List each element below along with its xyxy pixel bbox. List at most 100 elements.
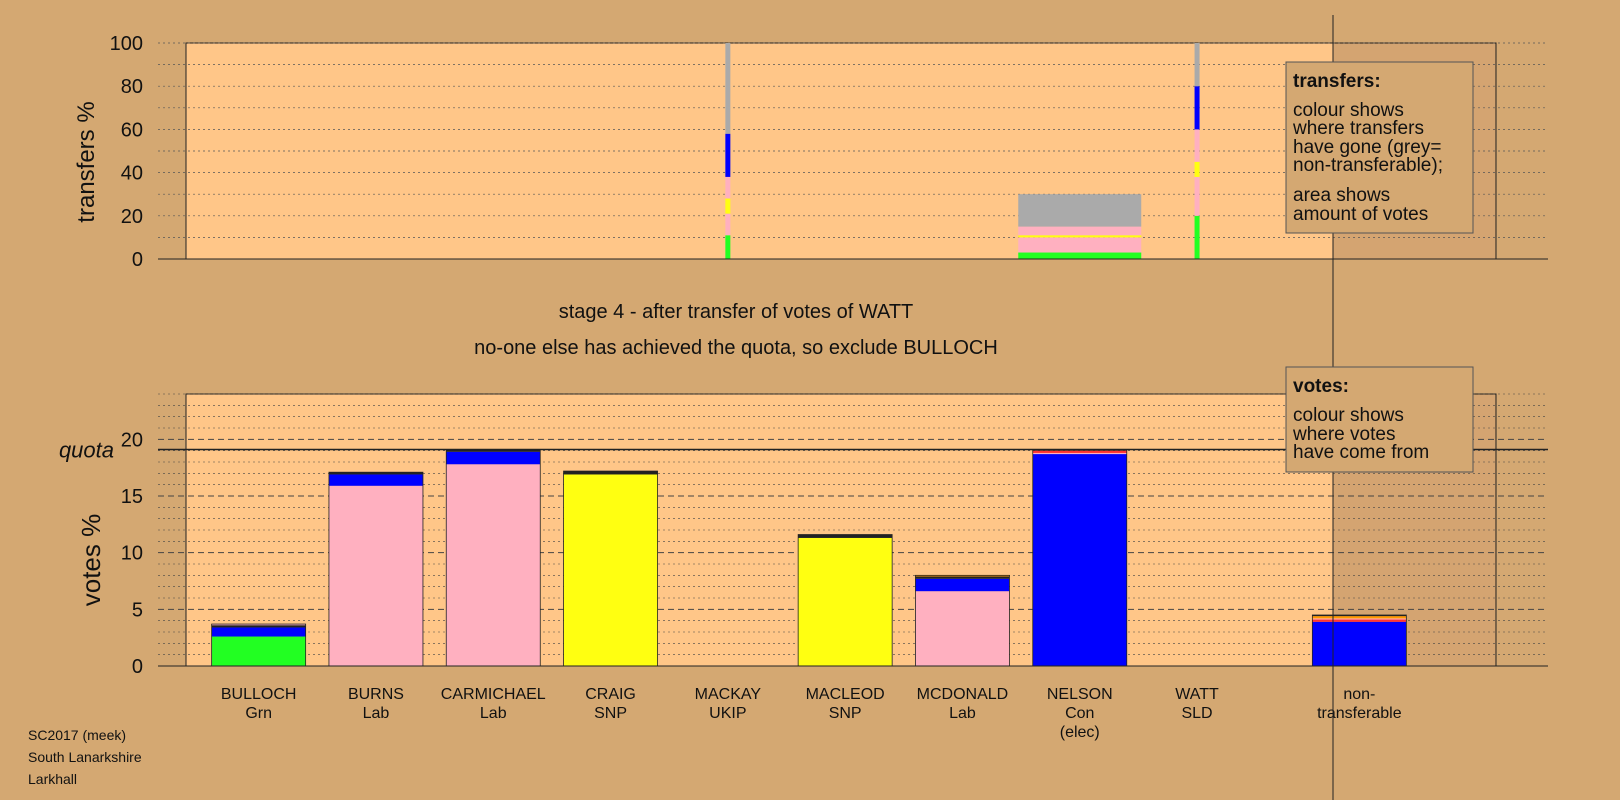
transfer-segment [725, 235, 731, 259]
transfer-segment [725, 43, 731, 134]
vote-segment [798, 534, 893, 538]
x-tick-sublabel: Lab [363, 705, 390, 722]
y-tick-label: 15 [121, 486, 143, 508]
vote-segment [211, 625, 306, 628]
legend-votes: votes: colour shows where votes have com… [1285, 366, 1474, 473]
footer-line: SC2017 (meek) [28, 727, 126, 743]
footer-line: South Lanarkshire [28, 749, 142, 765]
stage-title: stage 4 - after transfer of votes of WAT… [559, 301, 914, 323]
x-tick-label: MCDONALD [917, 686, 1009, 703]
x-tick-sublabel: SNP [594, 705, 627, 722]
x-tick-label: non- [1343, 686, 1375, 703]
legend-transfers-title: transfers: [1293, 71, 1381, 92]
x-tick-sublabel: Grn [245, 705, 272, 722]
vote-segment [446, 464, 541, 666]
transfer-segment [725, 176, 731, 199]
vote-segment [211, 624, 306, 626]
y-tick-label: 10 [121, 543, 143, 565]
votes-y-ticks: 0 5 10 15 20 [121, 429, 143, 678]
transfers-grid [158, 42, 1548, 238]
legend-votes-line: where votes [1292, 424, 1395, 445]
vote-segment [1032, 452, 1127, 455]
legend-transfers-line: have gone (grey= [1293, 137, 1441, 158]
transfer-segment [1194, 43, 1200, 87]
votes-bars [211, 449, 1407, 667]
legend-transfers-line: amount of votes [1293, 204, 1428, 225]
transfers-y-label: transfers % [73, 101, 100, 222]
vote-segment [446, 451, 541, 465]
x-tick-sublabel: Lab [949, 705, 976, 722]
transfers-y-ticks: 0 20 40 60 80 100 [110, 33, 143, 271]
vote-segment [328, 485, 423, 666]
vote-segment [1312, 619, 1407, 622]
footer: SC2017 (meek) South Lanarkshire Larkhall [28, 727, 142, 787]
vote-segment [1312, 618, 1407, 620]
vote-segment [563, 474, 658, 666]
vote-segment [563, 471, 658, 475]
y-tick-label: 40 [121, 163, 143, 185]
legend-transfers-box [1285, 61, 1474, 234]
transfer-segment [1194, 86, 1200, 130]
x-tick-label: BULLOCH [221, 686, 297, 703]
x-tick-label: CARMICHAEL [441, 686, 546, 703]
transfer-segment [1194, 176, 1200, 216]
x-tick-sublabel: SNP [829, 705, 862, 722]
transfer-segment [1194, 215, 1200, 259]
votes-x-labels: BULLOCH Grn BURNS Lab CARMICHAEL Lab CRAIG SNP M… [221, 686, 1402, 741]
transfer-segment [1018, 226, 1142, 236]
x-tick-label: BURNS [348, 686, 404, 703]
vote-segment [915, 578, 1010, 592]
transfer-segment [725, 213, 731, 236]
y-tick-label: 60 [121, 119, 143, 141]
transfers-bars [725, 43, 1200, 259]
vote-segment [328, 472, 423, 475]
transfer-segment [1018, 252, 1142, 259]
votes-y-label: votes % [76, 514, 106, 607]
transfer-segment [1194, 129, 1200, 162]
quota-label: quota [59, 438, 114, 463]
y-tick-label: 20 [121, 429, 143, 451]
vote-segment [328, 474, 423, 486]
vote-segment [1312, 616, 1407, 619]
legend-votes-box [1285, 366, 1474, 473]
y-tick-label: 100 [110, 33, 143, 55]
x-tick-label: MACKAY [695, 686, 762, 703]
legend-transfers-line: where transfers [1292, 118, 1424, 139]
vote-segment [1032, 454, 1127, 666]
transfer-segment [1018, 237, 1142, 253]
x-tick-sublabel: UKIP [709, 705, 746, 722]
x-tick-sublabel: Con [1065, 705, 1094, 722]
x-tick-sublabel: transferable [1317, 705, 1402, 722]
transfer-segment [1018, 194, 1142, 227]
vote-segment [1032, 450, 1127, 453]
x-tick-label: CRAIG [585, 686, 636, 703]
x-tick-sublabel: SLD [1181, 705, 1212, 722]
legend-votes-line: have come from [1293, 442, 1429, 463]
legend-transfers-line: area shows [1293, 185, 1390, 206]
y-tick-label: 80 [121, 76, 143, 98]
vote-segment [446, 449, 541, 452]
vote-segment [915, 591, 1010, 666]
y-tick-label: 0 [132, 249, 143, 271]
vote-segment [915, 575, 1010, 577]
y-tick-label: 0 [132, 656, 143, 678]
transfer-segment [725, 198, 731, 214]
legend-votes-title: votes: [1293, 376, 1349, 397]
y-tick-label: 20 [121, 206, 143, 228]
x-tick-label: NELSON [1047, 686, 1113, 703]
vote-segment [211, 627, 306, 637]
legend-votes-line: colour shows [1293, 405, 1404, 426]
x-tick-sublabel: (elec) [1060, 724, 1100, 741]
legend-transfers-line: non-transferable); [1293, 155, 1443, 176]
x-tick-label: MACLEOD [806, 686, 885, 703]
vote-segment [211, 636, 306, 666]
transfer-segment [1018, 235, 1142, 238]
vote-segment [915, 576, 1010, 579]
y-tick-label: 5 [132, 599, 143, 621]
footer-line: Larkhall [28, 771, 77, 787]
x-tick-label: WATT [1175, 686, 1219, 703]
x-tick-sublabel: Lab [480, 705, 507, 722]
transfer-segment [1194, 161, 1200, 177]
legend-transfers-line: colour shows [1293, 100, 1404, 121]
